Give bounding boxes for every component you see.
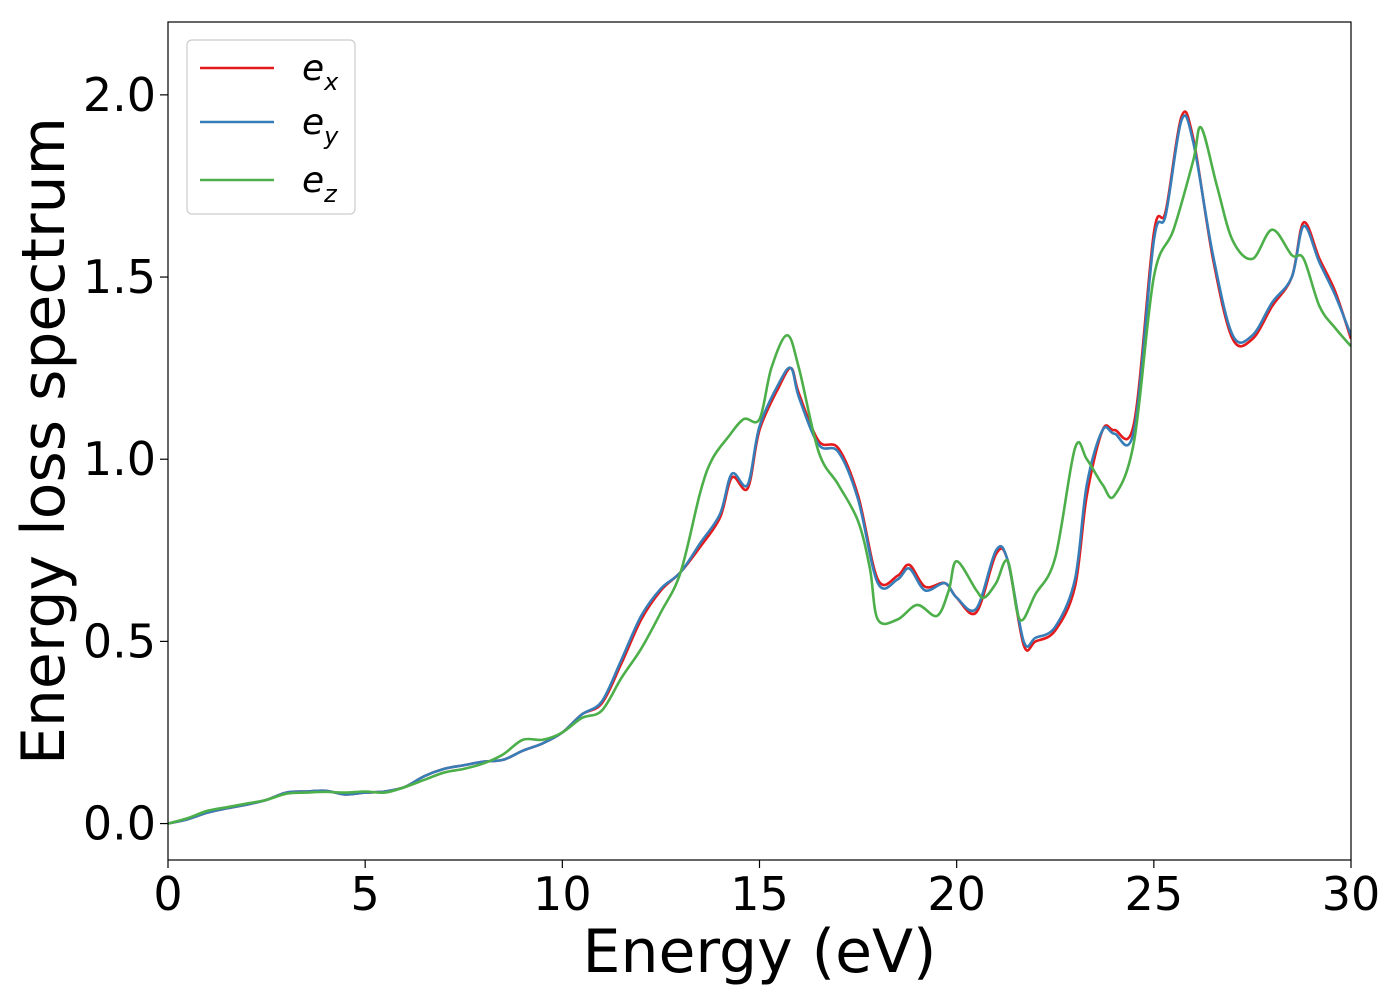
legend-label: ez bbox=[302, 160, 338, 208]
y-axis-title: Energy loss spectrum bbox=[9, 117, 79, 765]
x-tick-label: 10 bbox=[533, 867, 592, 921]
legend-label: ex bbox=[302, 48, 339, 96]
series-line-ey bbox=[168, 114, 1351, 825]
y-tick-label: 0.0 bbox=[83, 797, 156, 851]
legend: ex ey ez bbox=[186, 39, 356, 215]
y-tick-label: 1.5 bbox=[83, 250, 156, 304]
y-axis-ticks: 0.0 0.5 1.0 1.5 2.0 bbox=[83, 68, 168, 851]
y-tick-label: 0.5 bbox=[83, 614, 156, 668]
x-tick-label: 30 bbox=[1322, 867, 1381, 921]
y-tick-label: 2.0 bbox=[83, 68, 156, 122]
x-axis-title: Energy (eV) bbox=[583, 917, 937, 987]
x-tick-label: 25 bbox=[1125, 867, 1184, 921]
legend-label: ey bbox=[302, 102, 339, 150]
x-tick-label: 15 bbox=[730, 867, 789, 921]
plot-lines bbox=[168, 110, 1351, 825]
x-tick-label: 20 bbox=[927, 867, 986, 921]
y-tick-label: 1.0 bbox=[83, 432, 156, 486]
x-axis-ticks: 0 5 10 15 20 25 30 bbox=[153, 860, 1380, 921]
series-line-ez bbox=[168, 125, 1351, 825]
series-line-ex bbox=[168, 110, 1351, 825]
x-tick-label: 5 bbox=[351, 867, 380, 921]
legend-box bbox=[186, 39, 356, 215]
x-tick-label: 0 bbox=[153, 867, 182, 921]
